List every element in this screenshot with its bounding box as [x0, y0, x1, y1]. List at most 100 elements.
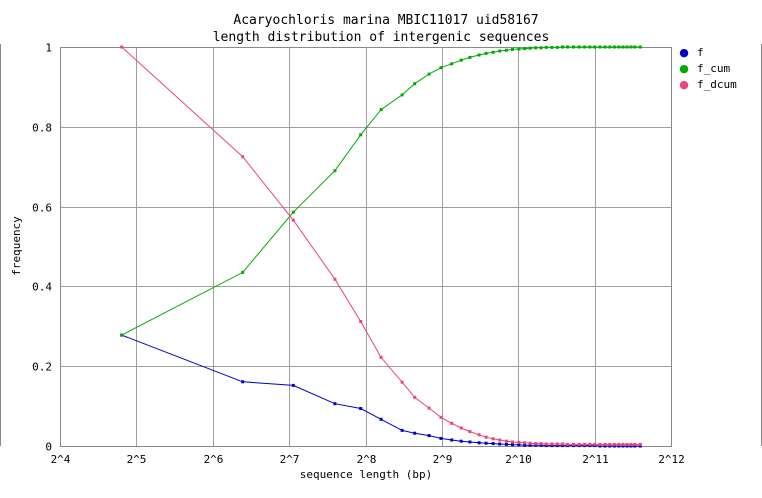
data-point-f: [621, 444, 625, 448]
data-point-f-cum: [359, 133, 363, 137]
data-point-f-cum: [450, 62, 454, 66]
data-point-f-dcum: [359, 320, 363, 323]
data-point-f-dcum: [491, 437, 495, 441]
data-point-f: [427, 434, 431, 438]
data-point-f-cum: [539, 46, 543, 50]
data-point-f-dcum: [511, 440, 514, 444]
data-point-f: [379, 417, 383, 421]
x-axis-label: sequence length (bp): [300, 468, 432, 481]
data-point-f-cum: [555, 45, 559, 49]
data-point-f-cum: [603, 45, 607, 49]
x-tick-label: 2^11: [582, 453, 609, 466]
data-point-f-dcum: [504, 439, 508, 443]
legend-marker-f: ●: [679, 46, 689, 59]
data-point-f-dcum: [534, 442, 538, 446]
data-point-f-cum: [534, 46, 538, 50]
data-point-f-dcum: [439, 415, 443, 419]
data-point-f-dcum: [477, 433, 481, 437]
series-line-f-dcum: [121, 46, 641, 445]
data-point-f-cum: [523, 47, 527, 51]
data-point-f: [633, 444, 637, 448]
data-point-f-cum: [504, 48, 508, 52]
data-point-f: [608, 444, 612, 448]
grid: [60, 47, 671, 446]
data-point-f-dcum: [617, 442, 621, 446]
data-point-f: [241, 380, 245, 384]
data-point-f: [413, 431, 417, 435]
legend-marker-f-cum: ●: [679, 62, 689, 75]
data-point-f-dcum: [484, 435, 488, 439]
data-point-f: [468, 440, 472, 444]
data-point-f-cum: [561, 45, 564, 49]
data-point-f-cum: [413, 82, 417, 86]
series-line-f-cum: [121, 46, 641, 336]
data-point-f-dcum: [413, 395, 417, 399]
data-point-f: [617, 444, 621, 448]
data-point-f: [491, 442, 495, 446]
data-point-f-dcum: [593, 442, 597, 446]
data-point-f: [561, 444, 564, 448]
data-point-f-cum: [621, 45, 625, 49]
data-point-f-cum: [241, 270, 245, 274]
legend-label-f: f: [697, 46, 704, 59]
data-point-f: [439, 436, 443, 440]
x-tick-label: 2^8: [357, 453, 377, 466]
data-point-f-cum: [468, 55, 472, 59]
data-point-f-dcum: [120, 45, 124, 49]
legend-label-f-dcum: f_dcum: [697, 78, 737, 91]
data-point-f: [539, 443, 543, 447]
data-point-f: [523, 443, 527, 447]
data-point-f-dcum: [621, 442, 625, 446]
data-point-f-cum: [617, 45, 621, 49]
chart-subtitle: length distribution of intergenic sequen…: [213, 30, 550, 45]
data-point-f: [629, 444, 633, 448]
data-point-f-cum: [612, 45, 616, 49]
data-point-f: [603, 444, 607, 448]
data-point-f-cum: [517, 47, 521, 51]
data-point-f-dcum: [291, 218, 295, 222]
data-point-f-cum: [550, 45, 554, 49]
data-point-f-dcum: [241, 155, 245, 159]
data-point-f: [333, 402, 337, 406]
data-point-f-cum: [120, 333, 124, 337]
data-point-f-cum: [400, 93, 404, 97]
data-point-f-dcum: [427, 406, 431, 410]
data-point-f-cum: [638, 45, 642, 49]
data-point-f-cum: [633, 45, 637, 49]
data-point-f: [517, 443, 521, 447]
data-point-f: [528, 443, 532, 447]
x-tick-label: 2^12: [658, 453, 685, 466]
x-tick-label: 2^6: [204, 453, 224, 466]
data-point-f: [598, 444, 602, 448]
data-point-f-dcum: [450, 421, 454, 425]
y-tick-label: 0.8: [32, 122, 52, 135]
x-ticks: 2^4 2^5 2^6 2^7 2^8 2^9 2^10 2^11 2^12: [51, 453, 685, 466]
data-point-f-cum: [477, 53, 481, 57]
data-point-f-cum: [333, 169, 337, 173]
data-point-f-dcum: [598, 442, 602, 446]
data-point-f-cum: [498, 49, 502, 53]
data-point-f: [477, 441, 481, 445]
data-point-f-dcum: [565, 442, 569, 446]
data-point-f: [612, 444, 616, 448]
data-point-f-dcum: [544, 442, 548, 446]
data-point-f: [459, 439, 463, 443]
data-point-f-dcum: [539, 442, 543, 446]
data-point-f: [638, 444, 642, 448]
data-point-f: [484, 441, 488, 445]
y-tick-label: 1: [45, 42, 52, 55]
data-point-f-cum: [491, 50, 495, 54]
data-point-f-dcum: [400, 380, 404, 384]
legend-label-f-cum: f_cum: [697, 62, 730, 75]
data-point-f-dcum: [379, 355, 383, 359]
data-point-f-dcum: [629, 442, 633, 446]
data-point-f-cum: [291, 210, 295, 214]
data-point-f-dcum: [523, 441, 527, 445]
data-point-f: [544, 444, 548, 448]
data-point-f: [400, 428, 404, 432]
data-point-f: [359, 407, 363, 410]
data-point-f-cum: [439, 66, 443, 70]
y-axis-label: frequency: [10, 216, 23, 276]
data-point-f-dcum: [561, 442, 564, 446]
data-point-f: [534, 443, 538, 447]
